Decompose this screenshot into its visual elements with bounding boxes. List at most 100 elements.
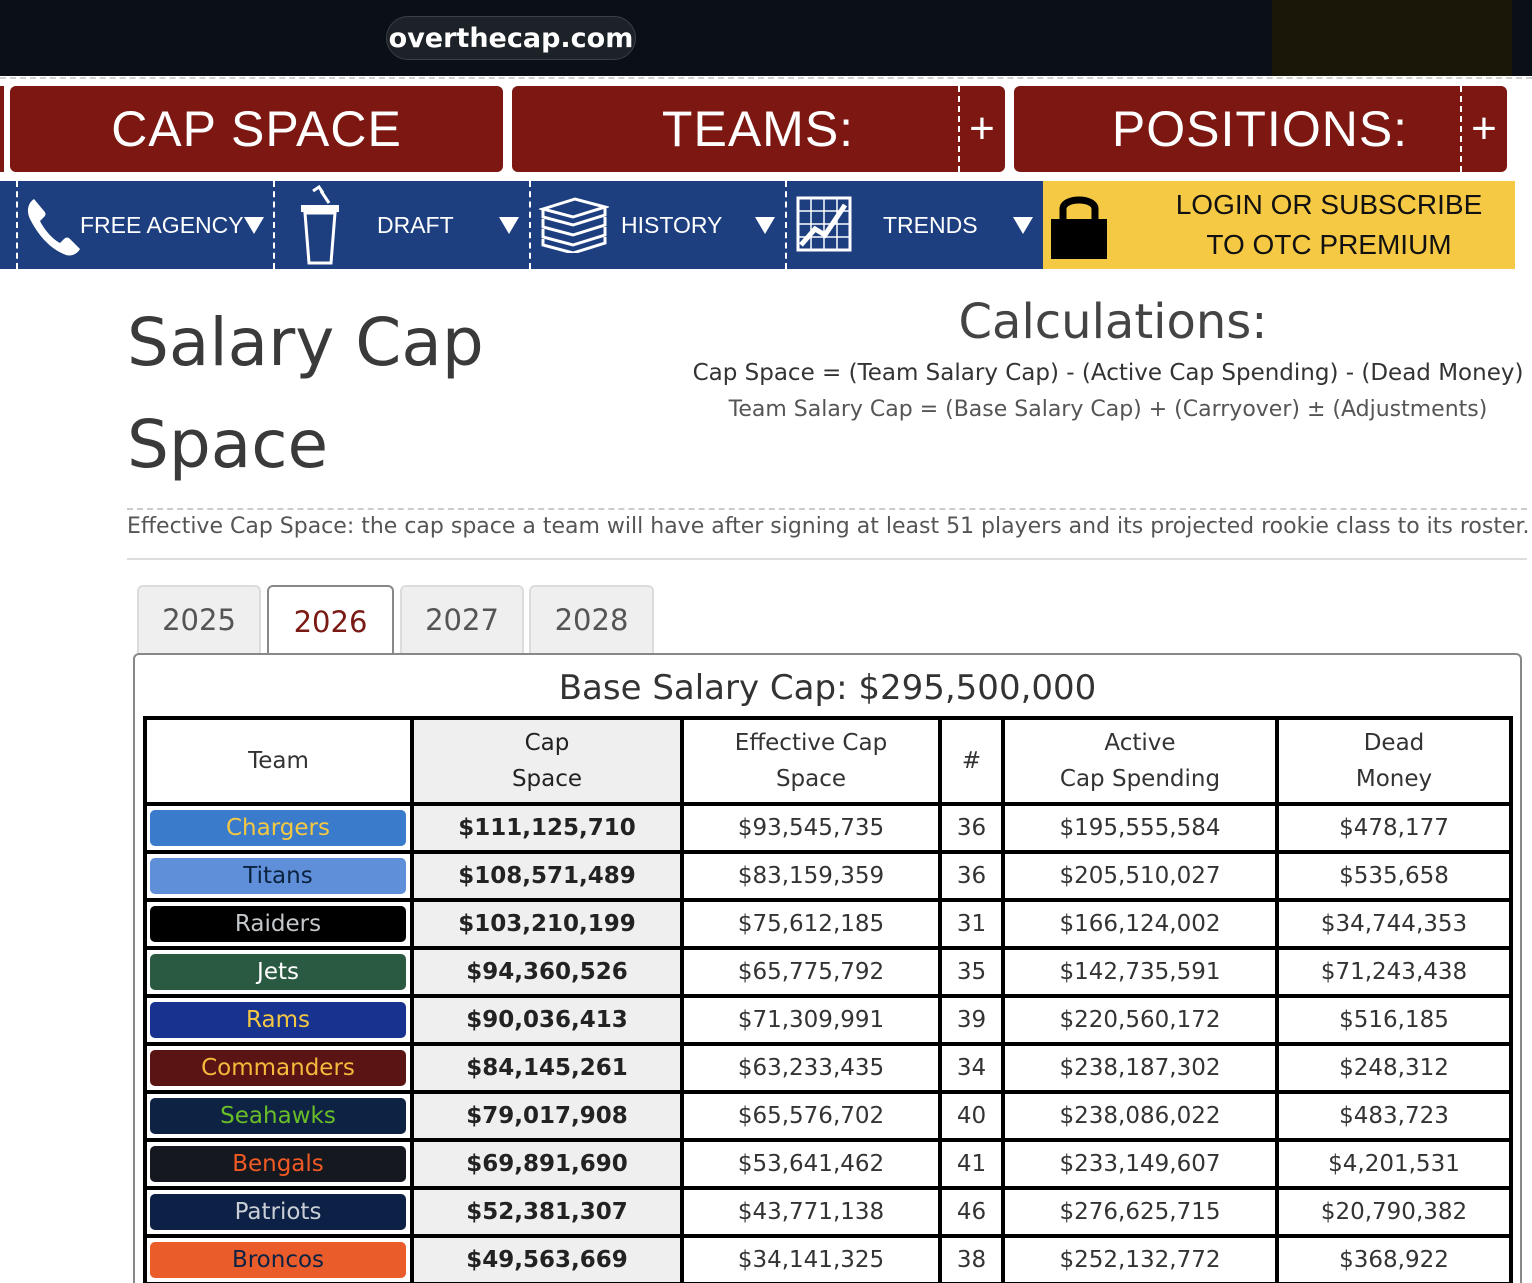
- column-header-cap-space[interactable]: Cap Space: [410, 716, 684, 806]
- active-cap-spending-cell: $166,124,002: [1001, 898, 1279, 950]
- cap-space-cell: $103,210,199: [410, 898, 684, 950]
- team-link[interactable]: Bengals: [150, 1146, 406, 1182]
- sub-nav: FREE AGENCY DRAFT HISTORY TRENDS: [0, 181, 1043, 269]
- history-label: HISTORY: [621, 211, 723, 238]
- team-cell: Titans: [143, 850, 414, 902]
- header-label-line: Space: [775, 766, 847, 792]
- team-cell: Patriots: [143, 1186, 414, 1238]
- team-cell: Seahawks: [143, 1090, 414, 1142]
- tab-2025[interactable]: 2025: [137, 585, 261, 653]
- positions-expand-button[interactable]: +: [1460, 86, 1506, 172]
- header-team-label: Team: [248, 748, 309, 774]
- header-label-line: Cap Spending: [1059, 766, 1221, 792]
- caret-down-icon: [499, 217, 519, 234]
- premium-line-1: LOGIN OR SUBSCRIBE: [1175, 189, 1483, 220]
- column-header-active-cap-spending[interactable]: Active Cap Spending: [1001, 716, 1279, 806]
- effective-cap-space-cell: $93,545,735: [680, 802, 942, 854]
- cap-space-cell: $79,017,908: [410, 1090, 684, 1142]
- cap-space-cell: $108,571,489: [410, 850, 684, 902]
- team-link[interactable]: Titans: [150, 858, 406, 894]
- page-title-line-1: Salary Cap: [127, 304, 484, 381]
- dead-money-cell: $478,177: [1275, 802, 1513, 854]
- tab-2027[interactable]: 2027: [400, 585, 524, 653]
- trends-label: TRENDS: [883, 211, 978, 238]
- cap-space-cell: $111,125,710: [410, 802, 684, 854]
- player-count-cell: 31: [938, 898, 1005, 950]
- nav-cap-space-button[interactable]: CAP SPACE: [10, 86, 503, 172]
- caret-down-icon: [1013, 217, 1033, 234]
- team-link[interactable]: Patriots: [150, 1194, 406, 1230]
- team-link[interactable]: Broncos: [150, 1242, 406, 1278]
- table-row: Patriots $52,381,307 $43,771,138 46 $276,625…: [143, 1186, 1513, 1238]
- cap-space-cell: $84,145,261: [410, 1042, 684, 1094]
- player-count-cell: 36: [938, 802, 1005, 854]
- team-name: Patriots: [234, 1199, 322, 1225]
- nav-edge: [0, 86, 4, 172]
- nav-trends[interactable]: TRENDS: [785, 181, 1043, 269]
- cap-space-cell: $69,891,690: [410, 1138, 684, 1190]
- header-label-line: Dead: [1363, 730, 1425, 756]
- column-header-effective-cap-space[interactable]: Effective Cap Space: [680, 716, 942, 806]
- table-row: Raiders $103,210,199 $75,612,185 31 $166,124…: [143, 898, 1513, 950]
- team-cell: Bengals: [143, 1138, 414, 1190]
- column-header-team[interactable]: Team: [143, 716, 414, 806]
- header-label-line: Money: [1355, 766, 1433, 792]
- nav-free-agency[interactable]: FREE AGENCY: [16, 181, 274, 269]
- effective-cap-space-cell: $65,576,702: [680, 1090, 942, 1142]
- team-name: Rams: [246, 1007, 310, 1033]
- table-row: Rams $90,036,413 $71,309,991 39 $220,560,172…: [143, 994, 1513, 1046]
- header-label-line: Effective Cap: [734, 730, 888, 756]
- active-cap-spending-cell: $252,132,772: [1001, 1234, 1279, 1283]
- team-link[interactable]: Raiders: [150, 906, 406, 942]
- caret-down-icon: [244, 217, 264, 234]
- team-name: Raiders: [234, 911, 322, 937]
- effective-cap-space-cell: $53,641,462: [680, 1138, 942, 1190]
- dead-money-cell: $368,922: [1275, 1234, 1513, 1283]
- divider: [127, 558, 1527, 560]
- table-row: Commanders $84,145,261 $63,233,435 34 $238,1…: [143, 1042, 1513, 1094]
- team-cell: Rams: [143, 994, 414, 1046]
- column-header-count[interactable]: #: [938, 716, 1005, 806]
- table-row: Bengals $69,891,690 $53,641,462 41 $233,149,…: [143, 1138, 1513, 1190]
- team-link[interactable]: Seahawks: [150, 1098, 406, 1134]
- active-cap-spending-cell: $195,555,584: [1001, 802, 1279, 854]
- premium-line-2: TO OTC PREMIUM: [1206, 229, 1452, 260]
- active-cap-spending-cell: $220,560,172: [1001, 994, 1279, 1046]
- team-link[interactable]: Commanders: [150, 1050, 406, 1086]
- active-cap-spending-cell: $276,625,715: [1001, 1186, 1279, 1238]
- base-salary-cap: Base Salary Cap: $295,500,000: [558, 668, 1097, 708]
- active-cap-spending-cell: $205,510,027: [1001, 850, 1279, 902]
- calculations-heading: Calculations:: [958, 294, 1268, 350]
- team-cell: Chargers: [143, 802, 414, 854]
- team-link[interactable]: Jets: [150, 954, 406, 990]
- cap-space-cell: $52,381,307: [410, 1186, 684, 1238]
- nav-draft[interactable]: DRAFT: [273, 181, 531, 269]
- header-count-label: #: [961, 748, 982, 774]
- url-pill[interactable]: overthecap.com: [386, 16, 636, 60]
- player-count-cell: 40: [938, 1090, 1005, 1142]
- header-divider: [0, 77, 1532, 79]
- effective-cap-space-cell: $71,309,991: [680, 994, 942, 1046]
- nav-teams-button[interactable]: TEAMS: +: [512, 86, 1005, 172]
- team-cell: Jets: [143, 946, 414, 998]
- divider: [127, 508, 1527, 510]
- table-row: Titans $108,571,489 $83,159,359 36 $205,510,…: [143, 850, 1513, 902]
- team-link[interactable]: Rams: [150, 1002, 406, 1038]
- dead-money-cell: $483,723: [1275, 1090, 1513, 1142]
- tab-2026[interactable]: 2026: [267, 585, 394, 657]
- page-title: Salary Cap Space: [127, 292, 484, 496]
- team-link[interactable]: Chargers: [150, 810, 406, 846]
- premium-text: LOGIN OR SUBSCRIBE TO OTC PREMIUM: [1143, 183, 1515, 267]
- cap-space-table: Team Cap Space Effective Cap Space # Activ…: [143, 716, 1513, 1283]
- nav-teams-label: TEAMS:: [661, 101, 855, 157]
- premium-subscribe-banner[interactable]: LOGIN OR SUBSCRIBE TO OTC PREMIUM: [1043, 181, 1515, 269]
- nav-cap-space-label: CAP SPACE: [111, 101, 402, 157]
- nav-history[interactable]: HISTORY: [529, 181, 787, 269]
- teams-expand-button[interactable]: +: [958, 86, 1004, 172]
- nav-positions-button[interactable]: POSITIONS: +: [1014, 86, 1507, 172]
- column-header-dead-money[interactable]: Dead Money: [1275, 716, 1513, 806]
- table-row: Broncos $49,563,669 $34,141,325 38 $252,132,…: [143, 1234, 1513, 1283]
- player-count-cell: 34: [938, 1042, 1005, 1094]
- tab-2028[interactable]: 2028: [529, 585, 654, 653]
- draft-label: DRAFT: [377, 211, 454, 238]
